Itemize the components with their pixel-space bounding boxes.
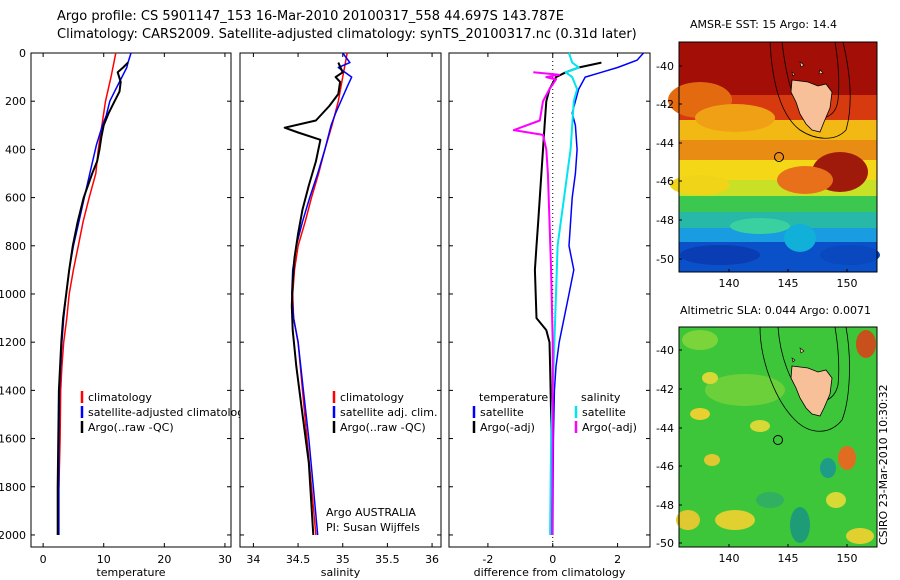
series-salinity-argo-adj-	[512, 71, 561, 536]
sla-map	[676, 326, 878, 548]
y-tick-label: 1200	[0, 336, 26, 349]
figure-title-line2: Climatology: CARS2009. Satellite-adjuste…	[57, 27, 637, 42]
legend-label: satellite	[480, 406, 524, 419]
x-tick-label: 2	[614, 553, 621, 566]
argo-location-marker	[774, 152, 784, 162]
difference-axes-box	[448, 52, 651, 548]
y-tick-label: 2000	[0, 529, 26, 542]
map-x-tick-label: 145	[778, 277, 799, 290]
salinity-axes-box	[239, 52, 442, 548]
series-climatology	[58, 52, 117, 487]
y-tick-label: 400	[5, 143, 26, 156]
series-argo-raw-qc-	[56, 61, 129, 535]
map-x-tick-label: 145	[778, 552, 799, 565]
legend-label: Argo(-adj)	[480, 421, 535, 434]
x-tick-label: 0	[40, 553, 47, 566]
map-y-tick-label: -50	[656, 253, 674, 266]
map-y-tick-label: -48	[656, 499, 674, 512]
map-y-tick-label: -44	[656, 137, 674, 150]
series-satellite-adj-clim-	[291, 52, 353, 536]
x-tick-label: 35.5	[375, 553, 400, 566]
legend-label: satellite-adjusted climatology	[88, 406, 251, 419]
x-tick-label: 35	[336, 553, 350, 566]
series-salinity-satellite	[549, 52, 580, 536]
salinity-xlabel: salinity	[321, 566, 361, 579]
salinity-panel: 34 34.5 35 35.5 36 salinity climatology satelli…	[239, 52, 442, 579]
provider-annotation: PI: Susan Wijffels	[326, 521, 420, 534]
figure-title-line1: Argo profile: CS 5901147_153 16-Mar-2010…	[57, 9, 565, 24]
x-tick-label: -2	[482, 553, 493, 566]
x-tick-label: 0	[549, 553, 556, 566]
x-tick-label: 34.5	[286, 553, 311, 566]
map-x-tick-label: 150	[837, 552, 858, 565]
legend-label: salinity	[581, 391, 621, 404]
y-tick-label: 800	[5, 240, 26, 253]
sla-map-title: Altimetric SLA: 0.044 Argo: 0.0071	[680, 304, 872, 317]
sst-map	[668, 41, 880, 273]
map-x-tick-label: 140	[719, 552, 740, 565]
y-tick-label: 1800	[0, 481, 26, 494]
map-x-tick-label: 140	[719, 277, 740, 290]
legend-label: climatology	[88, 391, 152, 404]
x-tick-label: 10	[97, 553, 111, 566]
y-tick-label: 0	[19, 47, 26, 60]
temperature-xlabel: temperature	[96, 566, 165, 579]
map-y-tick-label: -42	[656, 383, 674, 396]
legend-label: Argo(..raw -QC)	[340, 421, 426, 434]
series-argo-raw-qc-	[283, 62, 344, 536]
series-temperature-satellite	[551, 52, 645, 536]
map-x-tick-label: 150	[837, 277, 858, 290]
x-tick-label: 20	[157, 553, 171, 566]
legend-label: Argo(..raw -QC)	[88, 421, 174, 434]
temperature-panel: 0 10 20 30 temperature 0 200 400 600 800 1000 1200 1…	[0, 47, 251, 579]
sst-map-title: AMSR-E SST: 15 Argo: 14.4	[690, 18, 838, 31]
legend-label: satellite	[582, 406, 626, 419]
x-tick-label: 34	[246, 553, 260, 566]
argo-location-marker-sla	[773, 435, 783, 445]
map-y-tick-label: -46	[656, 175, 674, 188]
map-y-tick-label: -40	[656, 344, 674, 357]
y-tick-label: 1600	[0, 433, 26, 446]
map-y-tick-label: -46	[656, 460, 674, 473]
y-tick-label: 1000	[0, 288, 26, 301]
x-tick-label: 30	[218, 553, 232, 566]
x-tick-label: 36	[425, 553, 439, 566]
map-y-tick-label: -44	[656, 422, 674, 435]
y-tick-label: 200	[5, 95, 26, 108]
legend-label: temperature	[479, 391, 548, 404]
map-y-tick-label: -42	[656, 98, 674, 111]
map-y-tick-label: -50	[656, 537, 674, 550]
temperature-axes-box	[30, 52, 232, 548]
legend-label: climatology	[340, 391, 404, 404]
legend-label: Argo(-adj)	[582, 421, 637, 434]
difference-xlabel: difference from climatology	[474, 566, 626, 579]
provider-annotation: Argo AUSTRALIA	[326, 506, 416, 519]
legend-label: satellite adj. clim.	[340, 406, 437, 419]
y-tick-label: 1400	[0, 384, 26, 397]
map-tick-labels: -40 -42 -44 -46 -48 -50 140 145 150 -40 -42 -44 -46 -…	[656, 60, 857, 565]
map-y-tick-label: -48	[656, 214, 674, 227]
y-tick-label: 600	[5, 192, 26, 205]
map-y-tick-label: -40	[656, 60, 674, 73]
